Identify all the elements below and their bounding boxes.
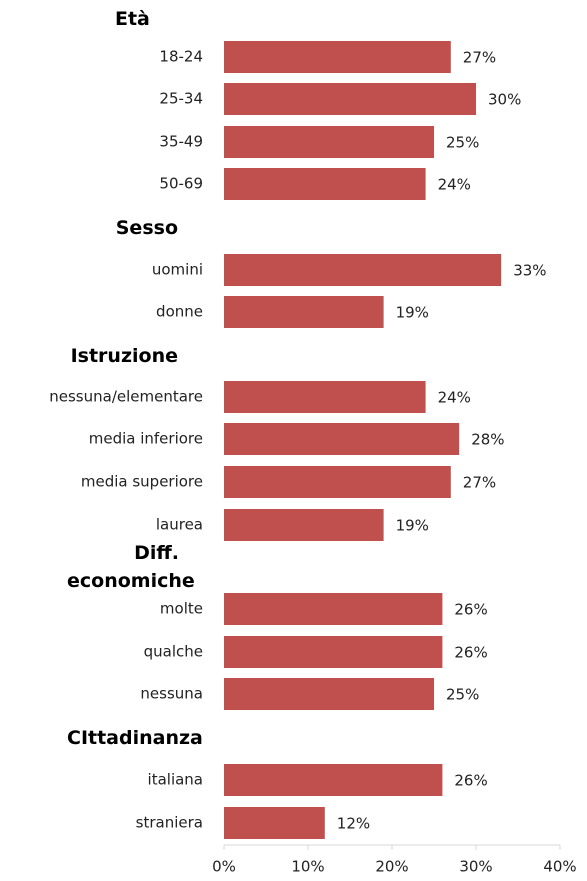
bar (224, 254, 502, 286)
value-label: 24% (438, 389, 471, 407)
group-title: Età (115, 8, 150, 30)
category-label: italiana (148, 771, 203, 789)
bar (224, 83, 476, 115)
bar (224, 126, 434, 158)
value-label: 27% (463, 49, 496, 67)
group-title: Istruzione (70, 345, 178, 367)
value-label: 19% (396, 517, 429, 535)
category-label: molte (160, 600, 203, 618)
category-label: donne (156, 303, 203, 321)
group-title: CIttadinanza (67, 727, 203, 749)
bar (224, 764, 443, 796)
value-label: 26% (454, 644, 487, 662)
bar (224, 593, 443, 625)
value-label: 26% (454, 772, 487, 790)
bar (224, 41, 451, 73)
bar (224, 466, 451, 498)
x-tick-label: 30% (459, 858, 492, 876)
category-label: nessuna/elementare (49, 388, 203, 406)
bar (224, 636, 443, 668)
value-label: 26% (454, 601, 487, 619)
x-tick-label: 0% (212, 858, 236, 876)
bar (224, 168, 426, 200)
category-label: straniera (136, 814, 203, 832)
value-label: 28% (471, 431, 504, 449)
value-label: 25% (446, 686, 479, 704)
value-label: 12% (337, 815, 370, 833)
bar (224, 423, 460, 455)
category-label: 18-24 (159, 48, 203, 66)
x-tick-label: 10% (291, 858, 324, 876)
bar (224, 296, 384, 328)
category-label: uomini (152, 261, 203, 279)
bar (224, 381, 426, 413)
value-label: 19% (396, 304, 429, 322)
category-label: laurea (156, 516, 203, 534)
x-tick-label: 20% (375, 858, 408, 876)
category-label: 35-49 (159, 133, 203, 151)
value-label: 27% (463, 474, 496, 492)
bar (224, 509, 384, 541)
group-title: Sesso (115, 217, 178, 239)
x-tick-label: 40% (543, 858, 576, 876)
value-label: 24% (438, 176, 471, 194)
category-label: media inferiore (89, 430, 203, 448)
bar (224, 807, 325, 839)
value-label: 30% (488, 91, 521, 109)
value-label: 25% (446, 134, 479, 152)
bar (224, 678, 434, 710)
group-title: Diff. economiche (67, 542, 195, 592)
category-label: 50-69 (159, 175, 203, 193)
category-label: 25-34 (159, 90, 203, 108)
value-label: 33% (513, 262, 546, 280)
category-label: qualche (144, 643, 203, 661)
category-label: media superiore (81, 473, 203, 491)
category-label: nessuna (140, 685, 203, 703)
